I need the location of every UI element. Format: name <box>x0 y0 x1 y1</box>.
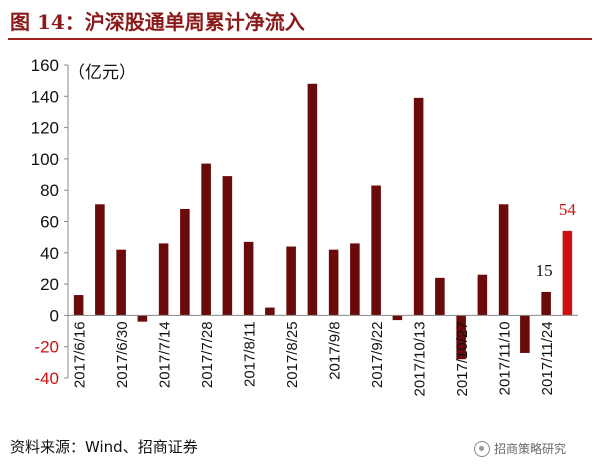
y-axis: -40 -20 0 20 40 60 80 100 120 140 160 <box>31 56 69 388</box>
y-tick-label: 40 <box>40 244 59 263</box>
y-tick-label: 140 <box>31 87 59 106</box>
bar <box>498 204 509 316</box>
bar <box>180 208 190 316</box>
bar <box>222 176 233 316</box>
data-label: 15 <box>536 261 553 280</box>
bar <box>371 185 381 316</box>
title-divider <box>8 38 592 40</box>
bar <box>435 277 445 316</box>
x-tick-label: 2017/11/10 <box>497 321 514 395</box>
bar <box>477 274 488 316</box>
y-tick-label: -20 <box>34 338 59 357</box>
bar <box>95 204 105 316</box>
bar <box>413 97 424 316</box>
x-tick-label: 2017/7/28 <box>199 321 216 388</box>
y-tick-label: 60 <box>40 213 59 232</box>
y-tick-label: 120 <box>31 119 59 138</box>
y-tick-label: 100 <box>31 150 59 169</box>
y-tick-label: 160 <box>31 56 59 75</box>
x-tick-label: 2017/10/27 <box>454 321 471 396</box>
bar <box>265 307 275 316</box>
y-tick-label: 0 <box>50 306 59 325</box>
x-tick-label: 2017/9/8 <box>327 321 344 379</box>
x-tick-label: 2017/6/30 <box>114 321 131 388</box>
bar <box>562 230 573 316</box>
y-tick-label: -40 <box>34 369 59 388</box>
x-tick-label: 2017/10/13 <box>412 321 429 396</box>
bar <box>328 249 339 316</box>
bar <box>116 249 126 316</box>
x-tick-label: 2017/8/11 <box>242 321 259 387</box>
bar <box>243 241 254 316</box>
x-tick-label: 2017/9/22 <box>369 321 386 388</box>
x-tick-label: 2017/8/25 <box>284 321 301 388</box>
bar <box>137 315 148 322</box>
bar <box>286 246 296 316</box>
wechat-icon <box>474 440 490 457</box>
bar <box>201 163 211 316</box>
unit-label: （亿元） <box>68 63 136 83</box>
y-tick-label: 80 <box>40 181 59 200</box>
bar <box>456 315 466 360</box>
x-tick-label: 2017/6/16 <box>72 321 89 388</box>
x-tick-label: 2017/7/14 <box>157 321 174 388</box>
bar <box>158 243 169 316</box>
bar <box>307 83 318 316</box>
y-tick-label: 20 <box>40 275 59 294</box>
watermark: 招商策略研究 <box>474 440 566 457</box>
watermark-text: 招商策略研究 <box>494 442 567 456</box>
x-tick-label: 2017/11/24 <box>539 321 556 395</box>
bar <box>541 291 551 316</box>
source-note: 资料来源：Wind、招商证券 <box>10 438 198 456</box>
bar <box>350 243 360 316</box>
bar <box>73 295 84 316</box>
bars <box>73 83 573 360</box>
chart-title: 图 14：沪深股通单周累计净流入 <box>10 10 305 34</box>
data-label: 54 <box>559 200 577 219</box>
bar <box>392 315 403 321</box>
bar <box>520 315 530 353</box>
x-axis: 2017/6/16 2017/6/30 2017/7/14 2017/7/28 2017… <box>68 314 578 396</box>
